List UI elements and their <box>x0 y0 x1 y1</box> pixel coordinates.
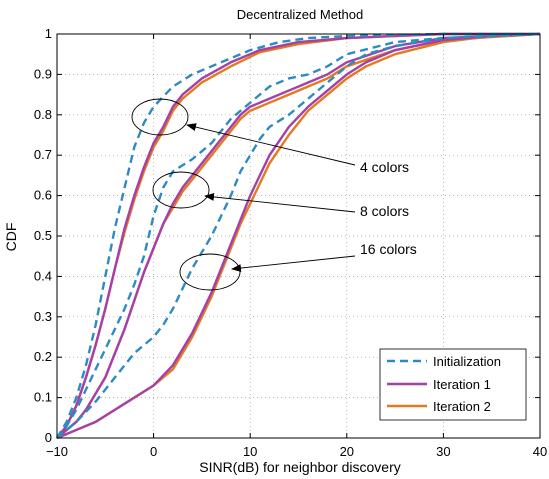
legend-label-iteration-2: Iteration 2 <box>433 399 491 414</box>
legend: Initialization Iteration 1 Iteration 2 <box>379 348 527 421</box>
chart-title: Decentralized Method <box>237 7 363 22</box>
y-tick-label: 0.6 <box>34 188 52 203</box>
annotation-arrow-8-colors <box>204 192 356 213</box>
annotation-label-16-colors: 16 colors <box>360 241 417 257</box>
axes <box>56 33 541 439</box>
y-tick-label: 0.1 <box>34 390 52 405</box>
y-tick-label: 0.8 <box>34 107 52 122</box>
y-tick-label: 0.9 <box>34 66 52 81</box>
annotations: 4 colors 8 colors 16 colors <box>131 98 417 291</box>
x-tick-label: −10 <box>46 444 68 459</box>
y-tick-label: 0.5 <box>34 228 52 243</box>
series-line-iteration-1-16-colors <box>56 32 541 440</box>
x-tick-label: 10 <box>243 444 257 459</box>
series-line-iteration-1-8-colors <box>56 32 541 439</box>
x-tick-label: 20 <box>340 444 354 459</box>
series-line-initialization-16-colors <box>56 32 541 439</box>
tick-labels: −10 0 10 20 30 4000.10.20.30.40.50.60.70.80.9… <box>34 26 547 459</box>
annotation-ellipse-8-colors <box>152 171 210 209</box>
y-tick-label: 0.2 <box>34 349 52 364</box>
x-tick-label: 30 <box>436 444 450 459</box>
y-tick-label: 0.7 <box>34 147 52 162</box>
legend-label-initialization: Initialization <box>433 354 501 369</box>
y-tick-label: 0.3 <box>34 309 52 324</box>
annotation-arrow-4-colors <box>186 123 356 166</box>
y-tick-label: 0.4 <box>34 268 52 283</box>
annotation-arrow-16-colors <box>231 255 356 273</box>
y-tick-label: 1 <box>45 26 52 41</box>
annotation-label-8-colors: 8 colors <box>360 203 409 219</box>
y-axis-label: CDF <box>3 223 19 252</box>
series-lines <box>55 32 541 440</box>
annotation-ellipse-4-colors <box>131 98 189 136</box>
y-tick-label: 0 <box>45 430 52 445</box>
x-axis-label: SINR(dB) for neighbor discovery <box>199 459 401 475</box>
x-tick-label: 40 <box>533 444 547 459</box>
series-line-initialization-8-colors <box>56 32 541 439</box>
x-tick-label: 0 <box>150 444 157 459</box>
series-line-iteration-1-4-colors <box>56 32 540 439</box>
annotation-label-4-colors: 4 colors <box>360 159 409 175</box>
series-line-initialization-4-colors <box>55 32 540 439</box>
legend-label-iteration-1: Iteration 1 <box>433 377 491 392</box>
